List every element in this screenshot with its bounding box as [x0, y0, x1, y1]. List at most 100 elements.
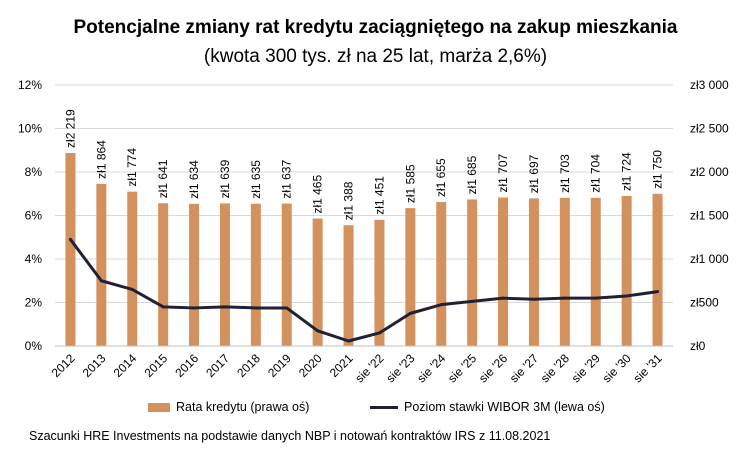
y-right-tick-label: zł0	[690, 339, 706, 353]
x-tick-label: 2016	[172, 351, 201, 380]
wibor-line	[68, 237, 660, 343]
y-right-tick-label: zł2 500	[690, 122, 729, 136]
bar	[528, 198, 539, 346]
bar-data-label: zł1 639	[218, 159, 232, 198]
y-right-tick-label: zł3 000	[690, 78, 729, 92]
bar-data-label: zł1 585	[403, 164, 417, 203]
wibor-point	[161, 305, 165, 309]
legend-swatch-bar	[148, 402, 170, 412]
wibor-point	[68, 237, 72, 241]
bar-data-label: zł1 703	[558, 154, 572, 193]
wibor-point	[99, 279, 103, 283]
bar-data-label: zł1 697	[527, 154, 541, 193]
wibor-point	[594, 296, 598, 300]
bar-data-label: zł1 704	[589, 154, 603, 193]
bar	[127, 191, 138, 346]
bar	[343, 225, 354, 346]
legend-swatch-line	[370, 405, 398, 409]
legend-item-bar: Rata kredytu (prawa oś)	[148, 400, 309, 414]
bar	[374, 219, 385, 346]
y-left-tick-label: 4%	[25, 252, 43, 266]
bar-data-label: zł1 637	[280, 160, 294, 199]
bar	[189, 203, 200, 346]
bar-data-label: zł1 634	[187, 160, 201, 199]
x-tick-label: sie '25	[445, 351, 479, 385]
wibor-point	[532, 297, 536, 301]
bar-data-label: zł1 864	[94, 140, 108, 179]
bar	[621, 196, 632, 346]
wibor-point	[408, 311, 412, 315]
bar	[467, 199, 478, 346]
wibor-point	[285, 306, 289, 310]
bar-data-label: zł1 655	[434, 158, 448, 197]
y-left-tick-label: 6%	[25, 209, 43, 223]
bar-data-label: zł1 774	[125, 148, 139, 187]
bar	[590, 197, 601, 346]
wibor-point	[377, 331, 381, 335]
y-left-tick-label: 8%	[25, 165, 43, 179]
x-tick-label: 2015	[141, 351, 170, 380]
x-tick-label: 2013	[80, 351, 109, 380]
bar	[559, 197, 570, 346]
x-tick-label: sie '28	[538, 351, 572, 385]
wibor-point	[254, 306, 258, 310]
y-left-tick-label: 12%	[18, 78, 42, 92]
x-tick-label: 2018	[234, 351, 263, 380]
bar-data-label: zł1 685	[465, 155, 479, 194]
x-tick-label: sie '31	[631, 351, 665, 385]
x-tick-label: sie '29	[569, 351, 603, 385]
legend-item-line: Poziom stawki WIBOR 3M (lewa oś)	[370, 400, 605, 414]
bar	[96, 183, 107, 346]
wibor-point	[470, 299, 474, 303]
legend-label-line: Poziom stawki WIBOR 3M (lewa oś)	[404, 400, 605, 414]
wibor-point	[625, 294, 629, 298]
bar-data-label: zł1 724	[620, 152, 634, 191]
wibor-point	[563, 296, 567, 300]
x-tick-label: sie '27	[507, 351, 541, 385]
bar-data-label: zł1 707	[496, 153, 510, 192]
bar-data-label: zł1 451	[372, 176, 386, 215]
wibor-point	[192, 306, 196, 310]
bar	[405, 208, 416, 346]
source-note: Szacunki HRE Investments na podstawie da…	[29, 429, 551, 443]
x-tick-label: 2012	[49, 351, 78, 380]
wibor-point	[656, 290, 660, 294]
bar	[65, 152, 76, 346]
wibor-point	[501, 296, 505, 300]
wibor-point	[223, 305, 227, 309]
bar-data-label: zł1 465	[311, 175, 325, 214]
bar-data-label: zł1 388	[342, 181, 356, 220]
y-left-tick-label: 10%	[18, 122, 42, 136]
wibor-point	[347, 339, 351, 343]
x-tick-label: 2019	[265, 351, 294, 380]
bar	[498, 197, 509, 346]
bar	[652, 193, 663, 346]
x-tick-label: sie '23	[383, 351, 417, 385]
bar	[158, 203, 169, 346]
bar	[312, 218, 323, 346]
x-tick-label: 2020	[296, 351, 325, 380]
bar	[250, 203, 261, 346]
wibor-point	[439, 303, 443, 307]
x-tick-label: 2017	[203, 351, 232, 380]
legend-label-bar: Rata kredytu (prawa oś)	[176, 400, 310, 414]
x-tick-label: sie '26	[476, 351, 510, 385]
bar	[219, 203, 230, 346]
wibor-point	[316, 329, 320, 333]
x-tick-label: sie '22	[352, 351, 386, 385]
chart-subtitle: (kwota 300 tys. zł na 25 lat, marża 2,6%…	[203, 46, 548, 67]
bar	[436, 202, 447, 346]
chart-title: Potencjalne zmiany rat kredytu zaciągnię…	[73, 17, 678, 38]
wibor-point	[130, 287, 134, 291]
bar-data-label: zł1 641	[156, 159, 170, 198]
y-left-tick-label: 2%	[25, 296, 43, 310]
y-left-tick-label: 0%	[25, 339, 43, 353]
x-tick-label: sie '30	[600, 351, 634, 385]
bar-data-label: zł2 219	[63, 109, 77, 148]
x-tick-label: 2014	[111, 351, 140, 380]
y-right-tick-label: zł1 000	[690, 252, 729, 266]
bar-data-label: zł1 750	[651, 150, 665, 189]
y-right-tick-label: zł2 000	[690, 165, 729, 179]
bar	[281, 203, 292, 346]
